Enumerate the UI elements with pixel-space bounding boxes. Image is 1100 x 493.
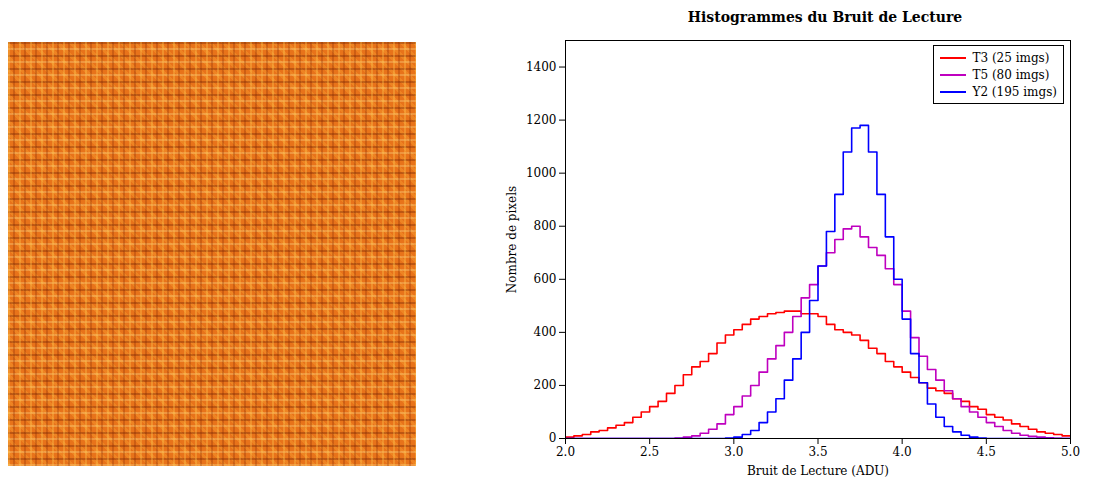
svg-text:3.0: 3.0 xyxy=(724,445,743,459)
svg-text:4.0: 4.0 xyxy=(893,445,912,459)
html-text:T3 (25 imgs): T3 (25 imgs) xyxy=(972,50,1050,65)
svg-text:400: 400 xyxy=(534,325,557,339)
svg-text:0: 0 xyxy=(549,431,557,445)
svg-text:1000: 1000 xyxy=(526,166,557,180)
svg-text:5.0: 5.0 xyxy=(1061,445,1080,459)
svg-text:1400: 1400 xyxy=(526,60,557,74)
svg-text:3.5: 3.5 xyxy=(808,445,827,459)
svg-text:800: 800 xyxy=(534,219,557,233)
svg-text:1200: 1200 xyxy=(526,113,557,127)
svg-text:600: 600 xyxy=(534,272,557,286)
svg-text:Nombre de pixels: Nombre de pixels xyxy=(505,186,519,293)
svg-text:4.5: 4.5 xyxy=(977,445,996,459)
html-text:T5 (80 imgs): T5 (80 imgs) xyxy=(972,67,1050,82)
svg-text:2.0: 2.0 xyxy=(556,445,575,459)
svg-text:Bruit de Lecture (ADU): Bruit de Lecture (ADU) xyxy=(747,464,889,478)
html-text:Y2 (195 imgs): Y2 (195 imgs) xyxy=(972,84,1057,99)
svg-text:200: 200 xyxy=(534,378,557,392)
svg-text:2.5: 2.5 xyxy=(640,445,659,459)
html-text:Histogrammes du Bruit de Lectu: Histogrammes du Bruit de Lecture xyxy=(687,9,963,25)
